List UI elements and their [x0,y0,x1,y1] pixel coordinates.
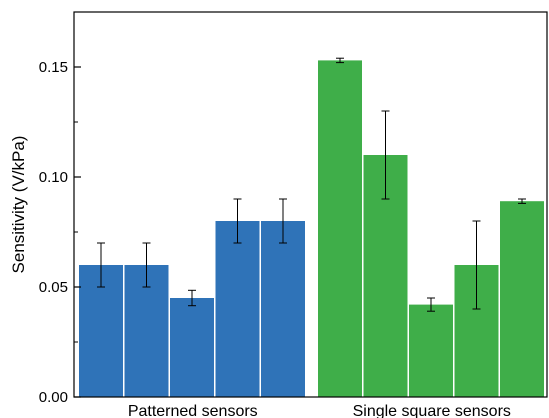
error-bar [427,297,435,312]
error-bar [472,220,481,310]
y-tick-label: 0.05 [39,279,68,296]
bar [170,298,214,397]
y-tick-label: 0.15 [39,59,68,76]
bar [261,221,305,397]
bar-group [79,198,305,397]
x-group-label: Single square sensors [353,403,511,418]
error-bar [381,110,390,200]
bar [215,221,260,397]
bar [318,60,362,398]
y-tick-label: 0.10 [39,169,68,186]
x-group-label: Patterned sensors [128,403,258,418]
y-axis-title: Sensitivity (V/kPa) [9,136,28,274]
bar [500,201,544,397]
bar [409,304,453,397]
y-tick-label: 0.00 [39,389,68,406]
error-bar [336,57,344,64]
plot-frame [73,11,548,398]
error-bar [279,198,287,244]
bar-group [318,57,544,398]
x-axis: Patterned sensors Single square sensors [128,403,511,418]
plot-area [73,11,548,398]
error-bar [188,289,196,307]
y-axis: 0.00 0.05 0.10 0.15 [39,59,81,406]
error-bar [142,242,151,288]
error-bar [97,242,105,288]
error-bar [518,198,526,204]
error-bar [233,198,242,244]
